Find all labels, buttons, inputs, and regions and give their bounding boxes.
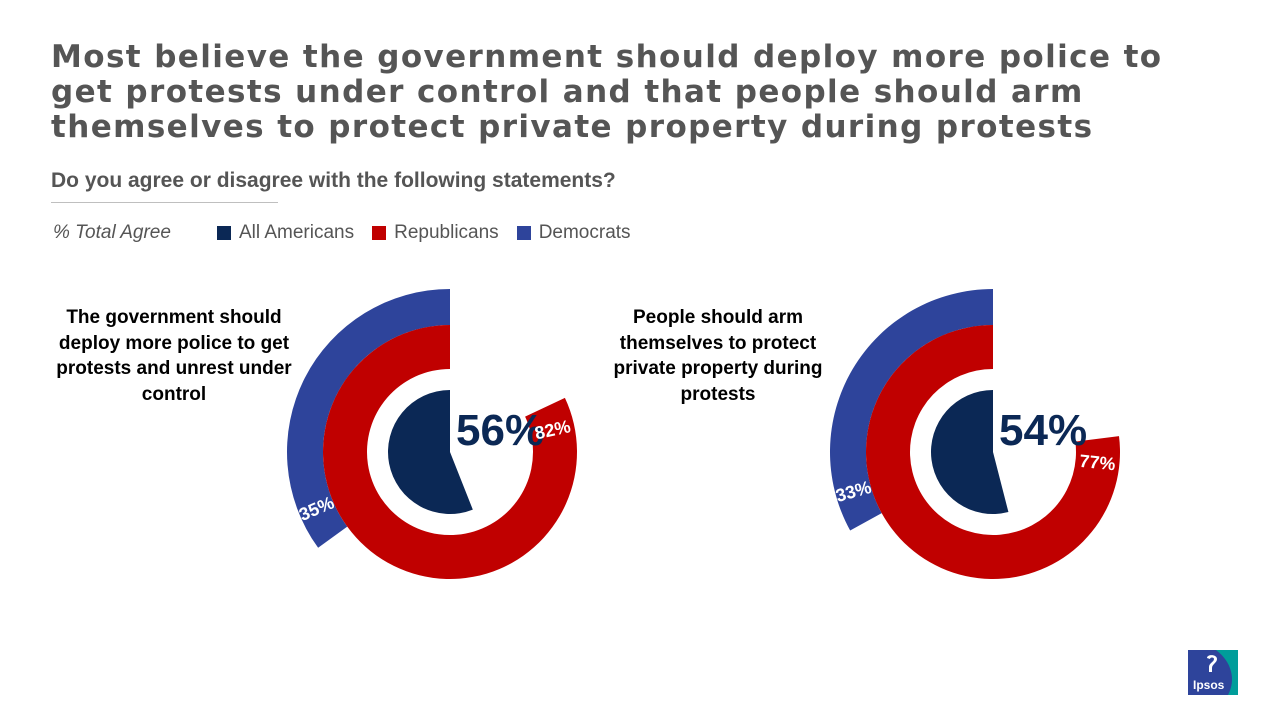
chart-2-all-americans-arc: [931, 390, 1009, 514]
chart-2-all-americans-value: 54%: [999, 406, 1087, 455]
chart-2-statement: People should arm themselves to protect …: [613, 307, 823, 405]
legend-item-all-americans: All Americans: [217, 222, 354, 244]
legend-label-democrats: Democrats: [538, 222, 631, 243]
logo-mark: [1207, 655, 1217, 672]
logo-wordmark: Ipsos: [1193, 678, 1225, 692]
subtitle-divider: [51, 202, 278, 203]
legend-label-republicans: Republicans: [394, 222, 499, 243]
legend-swatch-democrats: [516, 226, 531, 240]
chart-1-rings: 56%82%35%: [287, 289, 577, 579]
legend-item-democrats: Democrats: [516, 222, 631, 244]
chart-1-all-americans-arc: [388, 390, 473, 514]
chart-1-republicans-arc: [323, 325, 577, 579]
chart-2-republicans-arc: [866, 325, 1120, 579]
chart-1-democrats-arc: [287, 289, 450, 548]
legend-item-republicans: Republicans: [372, 222, 499, 244]
chart-2-republicans-value: 77%: [1079, 451, 1117, 475]
slide-subtitle: Do you agree or disagree with the follow…: [51, 169, 616, 192]
chart-2-rings: 54%77%33%: [830, 289, 1120, 579]
legend-title: % Total Agree: [53, 222, 171, 243]
legend: All Americans Republicans Democrats: [217, 222, 649, 244]
ipsos-logo: Ipsos: [1188, 650, 1238, 695]
legend-swatch-republicans: [372, 226, 387, 240]
logo-swoosh: [1216, 650, 1238, 695]
slide-title: Most believe the government should deplo…: [51, 39, 1163, 145]
chart-1-statement: The government should deploy more police…: [56, 307, 292, 405]
legend-swatch-all-americans: [217, 226, 231, 240]
chart-1-all-americans-value: 56%: [456, 406, 544, 455]
chart-2-democrats-arc: [830, 289, 993, 531]
legend-label-all-americans: All Americans: [239, 222, 355, 243]
